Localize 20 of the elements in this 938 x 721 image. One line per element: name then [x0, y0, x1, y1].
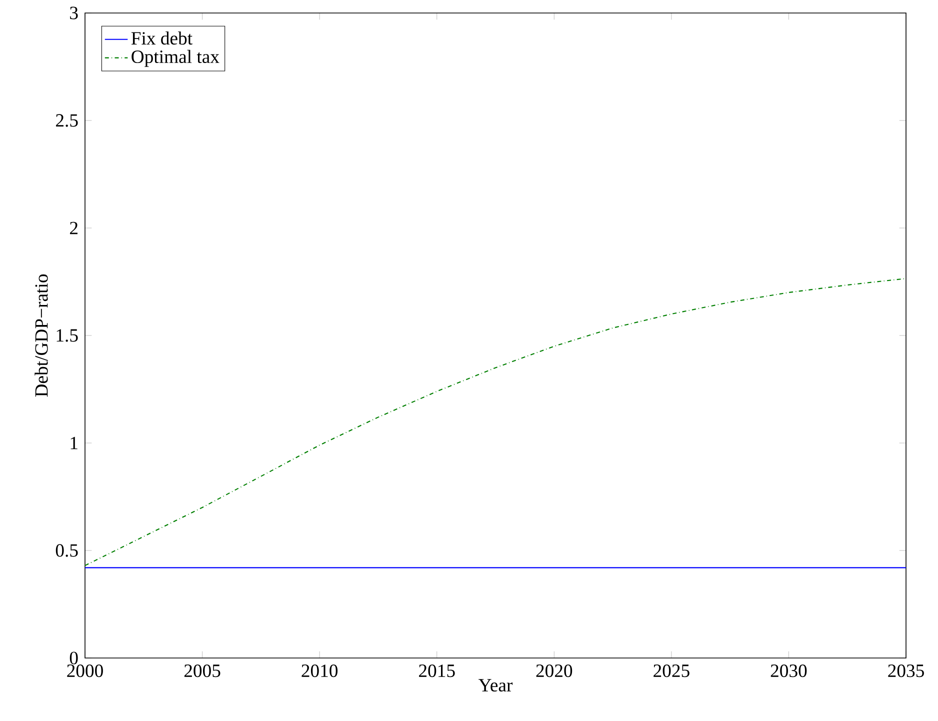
legend-label: Optimal tax: [132, 50, 220, 67]
y-tick-label: 3: [70, 6, 78, 20]
y-axis-title: Debt/GDP−ratio: [34, 274, 48, 397]
line-series: [85, 278, 906, 566]
x-tick-label: 2010: [302, 664, 338, 678]
y-tick-label: 1.5: [56, 329, 78, 342]
x-tick-label: 2020: [536, 664, 572, 678]
x-tick-label: 2030: [770, 664, 807, 678]
x-tick-label: 2025: [654, 664, 690, 678]
x-tick-label: 2005: [184, 664, 220, 678]
x-tick-label: 2015: [419, 664, 455, 678]
y-tick-label: 1: [70, 436, 78, 450]
y-tick-label: 0.5: [56, 544, 78, 557]
x-tick-label: 2000: [67, 664, 103, 678]
legend-label: Fix debt: [131, 31, 192, 45]
y-tick-label: 2.5: [56, 114, 78, 127]
x-axis-title: Year: [478, 679, 513, 692]
y-tick-label: 2: [70, 222, 78, 234]
y-tick-label: 0: [70, 652, 78, 664]
x-tick-label: 2035: [888, 664, 924, 678]
